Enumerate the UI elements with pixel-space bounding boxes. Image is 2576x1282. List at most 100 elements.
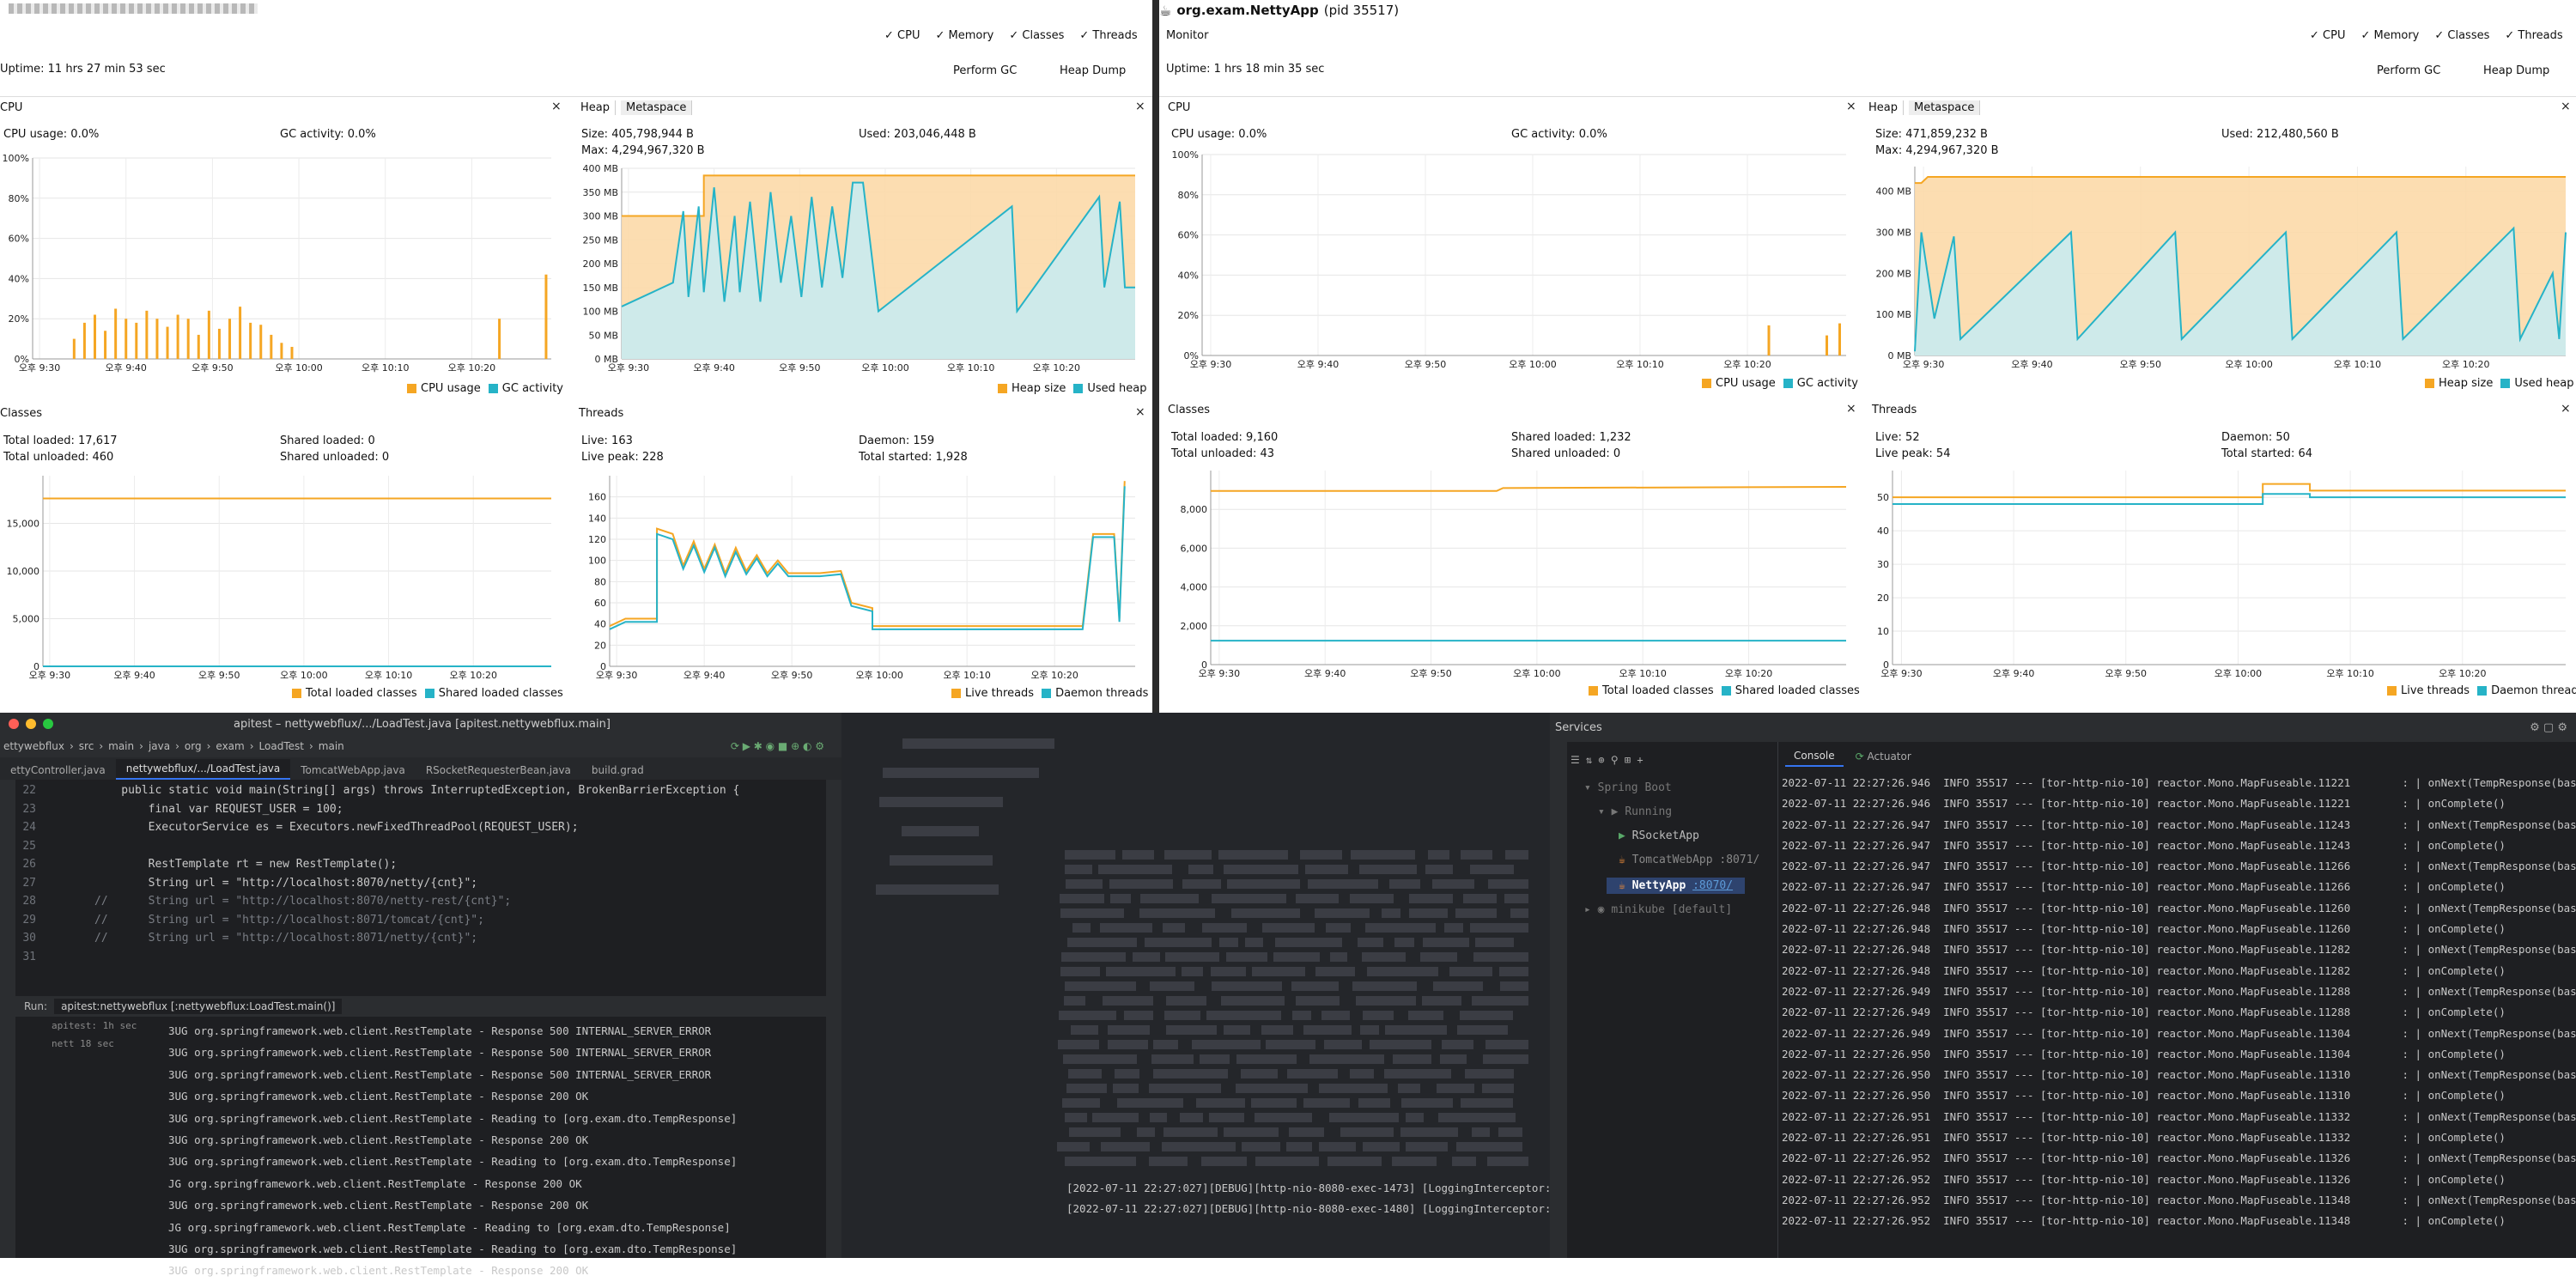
crumb-method[interactable]: main [318,740,344,752]
close-icon[interactable]: × [2561,100,2571,113]
tab-metaspace[interactable]: Metaspace [621,100,693,115]
close-icon[interactable]: × [1846,100,1856,113]
crumb-main[interactable]: main [108,740,135,752]
blurred-block [1072,923,1091,933]
services-toolbar[interactable]: ☰ ⇅ ⊕ ⚲ ⊞ + [1571,754,1643,766]
tab-heap[interactable]: Heap [1863,100,1904,115]
blurred-block [1449,967,1492,976]
blurred-block [1262,923,1315,933]
x-tick-label: 오후 9:50 [198,670,240,681]
right-tool-strip [826,780,841,1258]
threads-chart: 0 20 40 60 80 100 120 140 160 오후 9:30 오후 9:40 오후 9:… [588,476,1135,681]
blurred-block [1065,879,1103,889]
code-line[interactable]: 27 String url = "http://localhost:8070/n… [17,874,824,893]
tab-console[interactable]: Console [1785,746,1844,767]
perform-gc-button[interactable]: Perform GC [2377,64,2441,77]
run-tab[interactable]: apitest:nettywebflux [:nettywebflux:Load… [54,999,343,1014]
code-line[interactable]: 24 ExecutorService es = Executors.newFix… [17,818,824,837]
close-icon[interactable]: × [2561,402,2571,416]
tab-rsocket[interactable]: RSocketRequesterBean.java [425,764,571,776]
blurred-block [1309,1054,1385,1064]
close-window-button[interactable] [9,719,19,729]
crumb-class[interactable]: LoadTest [258,740,304,752]
tab-actuator[interactable]: ⟳ Actuator [1855,750,1911,763]
run-tree-item[interactable]: nett 18 sec [52,1038,114,1049]
check-cpu[interactable]: ✓ CPU [2310,29,2346,42]
tab-heap[interactable]: Heap [575,100,616,115]
check-memory[interactable]: ✓ Memory [2360,29,2420,42]
tree-rsocketapp[interactable]: ▶ RSocketApp [1619,829,1699,842]
blurred-block [1201,1157,1247,1166]
check-memory[interactable]: ✓ Memory [935,29,994,42]
tree-running[interactable]: ▾ ▶ Running [1598,805,1673,818]
check-cpu[interactable]: ✓ CPU [884,29,920,42]
close-icon[interactable]: × [1846,402,1856,416]
tree-minikube[interactable]: ▸ ◉ minikube [default] [1584,903,1733,916]
x-tick-label: 오후 10:10 [1619,668,1666,679]
log-line: [2022-07-11 22:27:027][DEBUG][http-nio-8… [1066,1202,1564,1216]
tab-metaspace[interactable]: Metaspace [1909,100,1981,115]
code-line[interactable]: 28 // String url = "http://localhost:8070… [17,892,824,911]
code-line[interactable]: 29 // String url = "http://localhost:8071… [17,911,824,930]
crumb-exam[interactable]: exam [216,740,245,752]
close-icon[interactable]: × [1135,100,1145,113]
crumb-module[interactable]: ettywebflux [3,740,64,752]
blurred-block [883,768,1039,778]
blurred-block [1303,1098,1350,1108]
heap-dump-button[interactable]: Heap Dump [2483,64,2550,77]
tree-spring-boot[interactable]: ▾ Spring Boot [1584,781,1672,794]
crumb-org[interactable]: org [184,740,202,752]
perform-gc-button[interactable]: Perform GC [953,64,1018,77]
blurred-block [1165,996,1207,1006]
tab-controller[interactable]: ettyController.java [10,764,106,776]
y-tick-label: 60 [594,598,606,609]
toolbar-icons[interactable]: ⟳ ▶ ✱ ◉ ■ ⊕ ◐ ⚙ [730,740,824,752]
blurred-block [889,855,993,866]
code-line[interactable]: 22 public static void main(String[] args… [17,781,824,800]
check-classes[interactable]: ✓ Classes [2434,29,2490,42]
tab-loadtest[interactable]: nettywebflux/.../LoadTest.java [115,759,291,780]
blurred-block [1223,1025,1250,1035]
cpu-spike [544,274,548,359]
tab-tomcatwebapp[interactable]: TomcatWebApp.java [301,764,405,776]
blurred-block [1107,1025,1151,1035]
code-line[interactable]: 30 // String url = "http://localhost:8071… [17,929,824,948]
blurred-block [1230,908,1301,918]
run-tree-item[interactable]: apitest: 1h sec [52,1020,137,1031]
cpu-spike [93,314,96,359]
y-tick-label: 40% [1178,270,1199,281]
code-line[interactable]: 31 [17,948,824,967]
check-threads[interactable]: ✓ Threads [1079,29,1138,42]
minimize-window-button[interactable] [26,719,36,729]
blurred-block [1427,850,1450,860]
tab-build-gradle[interactable]: build.grad [591,764,644,776]
threads-total-started: Total started: 1,928 [859,451,968,464]
blurred-block [1296,996,1340,1006]
x-tick-label: 오후 10:20 [2439,668,2486,679]
console-log-line: 2022-07-11 22:27:26.946 INFO 35517 --- [… [1782,776,2576,789]
crumb-src[interactable]: src [78,740,94,752]
code-line[interactable]: 23 final var REQUEST_USER = 100; [17,800,824,819]
tree-nettyapp[interactable]: ☕ NettyApp :8070/ [1607,878,1746,894]
cpu-spike [82,322,86,359]
x-tick-label: 오후 9:50 [191,362,233,374]
check-threads[interactable]: ✓ Threads [2505,29,2563,42]
netty-port-link[interactable]: :8070/ [1692,879,1734,892]
run-log-line: 3UG org.springframework.web.client.RestT… [168,1067,712,1081]
zoom-window-button[interactable] [43,719,53,729]
code-editor[interactable]: 22 public static void main(String[] args… [17,781,824,966]
blurred-block [1099,923,1152,933]
tab-monitor[interactable]: Monitor [1166,29,1209,42]
y-tick-label: 15,000 [7,519,40,530]
close-icon[interactable]: × [551,100,562,113]
blurred-block [1212,894,1286,903]
crumb-java[interactable]: java [148,740,171,752]
close-icon[interactable]: × [1135,405,1145,419]
heap-dump-button[interactable]: Heap Dump [1060,64,1127,77]
code-line[interactable]: 25 [17,837,824,856]
heap-size-area [1915,176,2566,355]
check-classes[interactable]: ✓ Classes [1009,29,1065,42]
services-header-icons[interactable]: ⚙ ▢ ⚙ [2530,720,2567,734]
code-line[interactable]: 26 RestTemplate rt = new RestTemplate(); [17,855,824,874]
tree-tomcatwebapp[interactable]: ☕ TomcatWebApp :8071/ [1619,854,1760,866]
